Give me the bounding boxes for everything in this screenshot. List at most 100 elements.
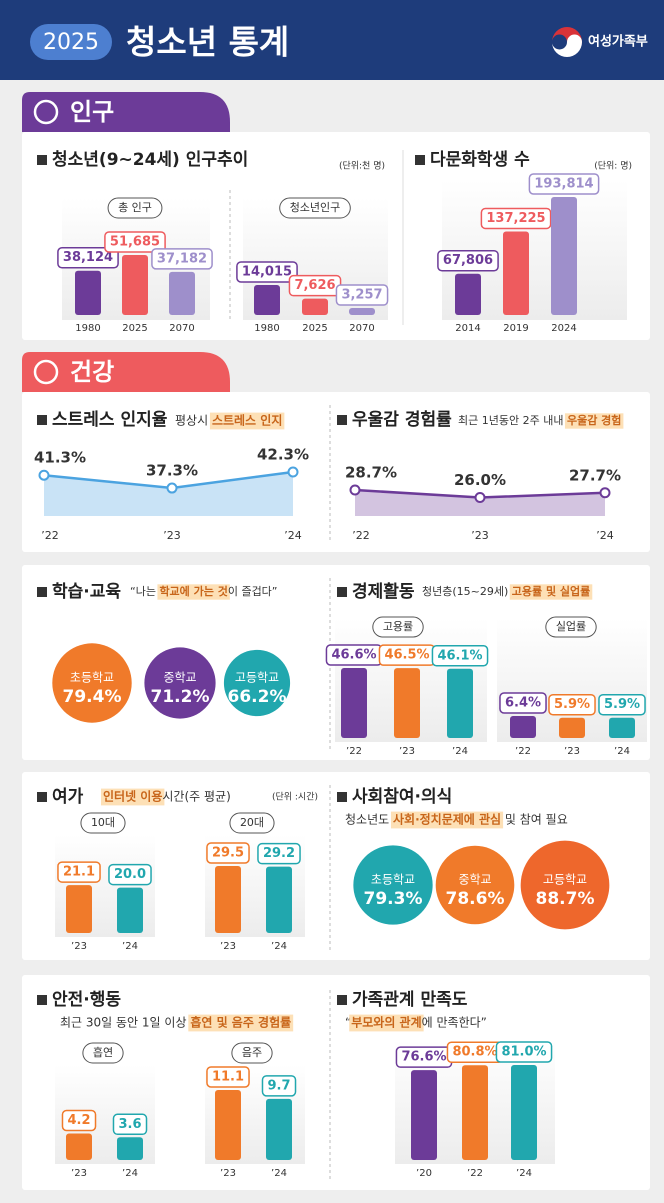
point — [349, 484, 361, 496]
bar — [122, 255, 148, 315]
x-tick-label: 2070 — [169, 323, 194, 334]
circle-mark — [353, 845, 433, 925]
bar — [66, 885, 92, 933]
value-label: 71.2% — [151, 687, 210, 707]
x-tick-label: ’23 — [399, 746, 415, 757]
value-box — [499, 692, 547, 714]
circle-mark — [144, 647, 216, 719]
panel-title: 다문화학생 수 — [430, 150, 530, 170]
value-label: 4.2 — [67, 1113, 90, 1128]
bar — [447, 668, 473, 738]
value-label: 79.3% — [364, 889, 423, 909]
bar — [117, 887, 143, 933]
value-label: 29.5 — [212, 846, 244, 861]
year-pill — [30, 24, 112, 60]
ministry: 여성가족부 — [588, 34, 648, 50]
title-bullet — [37, 155, 47, 165]
x-tick-label: ’23 — [71, 1168, 87, 1179]
circle-label: 중학교 — [458, 873, 491, 887]
circle-mark — [435, 845, 515, 925]
value-label: 21.1 — [63, 865, 95, 880]
title-bullet — [415, 155, 425, 165]
bar — [559, 717, 585, 738]
value-label: 3,257 — [341, 288, 382, 303]
value-box — [528, 173, 600, 195]
note-text: 청소년도 — [345, 813, 393, 827]
bar — [503, 231, 529, 315]
card — [22, 392, 650, 552]
panel-title: 안전·행동 — [52, 990, 121, 1010]
group-label: 음주 — [242, 1046, 262, 1059]
value-label: 26.0% — [454, 471, 506, 489]
value-box — [112, 1113, 148, 1136]
note-text: 최근 30일 동안 1일 이상 — [60, 1016, 190, 1030]
bar — [266, 866, 292, 933]
panel-title: 여가 — [52, 787, 84, 807]
circle-label: 초등학교 — [70, 671, 114, 685]
value-label: 3.6 — [118, 1117, 141, 1132]
title-bullet — [337, 995, 347, 1005]
group-pill — [279, 197, 351, 219]
value-label: 79.4% — [63, 687, 122, 707]
page-title: 청소년 통계 — [126, 23, 289, 62]
highlight-box — [349, 1014, 424, 1032]
value-label: 51,685 — [110, 235, 160, 250]
x-tick-label: ’23 — [220, 941, 236, 952]
group-label: 총 인구 — [118, 201, 152, 214]
value-label: 81.0% — [501, 1045, 546, 1060]
x-tick-label: 1980 — [254, 323, 279, 334]
value-label: 20.0 — [114, 867, 146, 882]
note-text: 에 만족한다” — [422, 1016, 487, 1030]
note-text: 및 참여 필요 — [501, 813, 568, 827]
value-label: 193,814 — [534, 177, 593, 192]
value-label: 9.7 — [267, 1078, 290, 1093]
panel-title: 학습·교육 — [52, 582, 121, 602]
value-box — [598, 693, 646, 716]
circle-label: 초등학교 — [371, 873, 415, 887]
value-label: 76.6% — [401, 1050, 446, 1065]
panel-title: 사회참여·의식 — [352, 786, 452, 807]
highlight-text: 스트레스 인지 — [212, 413, 282, 428]
note-text: 이 즐겁다” — [228, 585, 278, 598]
value-box — [495, 1041, 553, 1063]
value-label: 46.5% — [384, 648, 429, 663]
bar — [609, 717, 635, 738]
bar — [462, 1065, 488, 1160]
value-box — [236, 261, 298, 283]
value-box — [335, 284, 389, 306]
bar — [511, 1065, 537, 1160]
value-box — [548, 693, 596, 716]
bar — [455, 273, 481, 315]
group-pill — [107, 197, 163, 219]
highlight-text: 우울감 경험 — [567, 413, 621, 427]
value-box — [257, 842, 301, 865]
value-label: 7,626 — [294, 278, 335, 293]
bar — [215, 866, 241, 933]
bar — [75, 270, 101, 315]
value-label: 42.3% — [257, 446, 309, 464]
panel-title: 청소년(9~24세) 인구추이 — [52, 149, 248, 170]
group-label: 10대 — [91, 816, 115, 829]
value-box — [61, 1109, 97, 1132]
bar — [254, 285, 280, 315]
x-tick-label: 2070 — [349, 323, 374, 334]
value-label: 5.9% — [554, 697, 590, 712]
x-tick-label: ’23 — [471, 529, 489, 542]
value-box — [206, 1066, 250, 1088]
x-tick-label: ’24 — [271, 1168, 287, 1179]
point — [474, 492, 486, 504]
x-tick-label: ’23 — [71, 941, 87, 952]
circle-label: 중학교 — [163, 671, 196, 685]
highlight-box — [101, 788, 165, 806]
x-tick-label: 2014 — [455, 323, 480, 334]
x-tick-label: ’24 — [122, 941, 138, 952]
value-box — [57, 246, 119, 269]
note-text: “ — [345, 1016, 351, 1030]
value-box — [151, 248, 213, 270]
value-label: 5.9% — [604, 697, 640, 712]
bar — [117, 1137, 143, 1160]
x-tick-label: ’23 — [163, 529, 181, 542]
value-box — [431, 645, 489, 667]
